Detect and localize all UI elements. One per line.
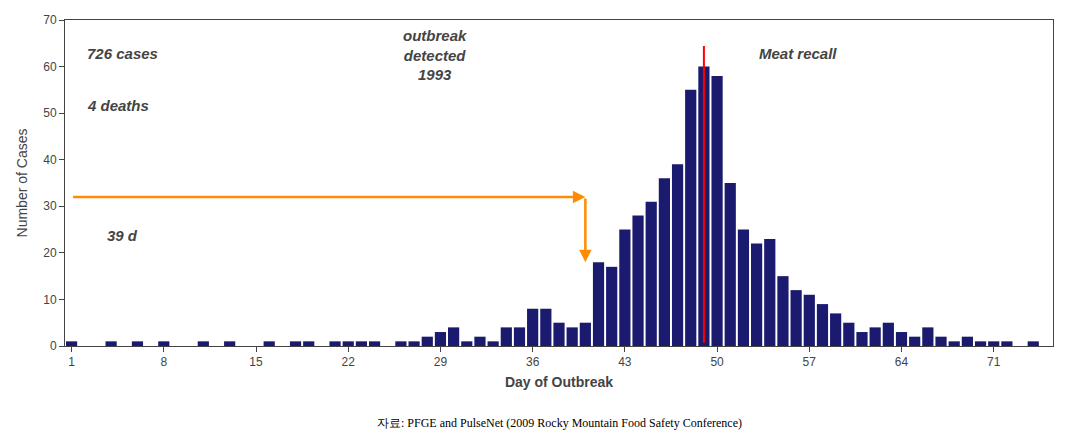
svg-text:43: 43 xyxy=(618,355,632,369)
svg-text:726 cases: 726 cases xyxy=(87,45,158,62)
svg-text:39 d: 39 d xyxy=(107,227,138,244)
svg-text:30: 30 xyxy=(43,199,57,213)
svg-text:71: 71 xyxy=(987,355,1001,369)
svg-text:29: 29 xyxy=(434,355,448,369)
svg-text:50: 50 xyxy=(43,106,57,120)
svg-text:60: 60 xyxy=(43,60,57,74)
svg-text:Number of Cases: Number of Cases xyxy=(14,129,30,238)
svg-text:0: 0 xyxy=(50,339,57,353)
svg-text:50: 50 xyxy=(710,355,724,369)
svg-text:8: 8 xyxy=(160,355,167,369)
svg-text:40: 40 xyxy=(43,153,57,167)
svg-text:Meat recall: Meat recall xyxy=(759,45,837,62)
svg-text:36: 36 xyxy=(526,355,540,369)
svg-text:Day of Outbreak: Day of Outbreak xyxy=(505,374,613,390)
svg-text:4 deaths: 4 deaths xyxy=(87,97,149,114)
svg-text:1: 1 xyxy=(68,355,75,369)
svg-text:outbreakdetected1993: outbreakdetected1993 xyxy=(403,27,467,83)
svg-text:20: 20 xyxy=(43,246,57,260)
svg-text:15: 15 xyxy=(249,355,263,369)
svg-text:57: 57 xyxy=(803,355,817,369)
svg-text:64: 64 xyxy=(895,355,909,369)
svg-text:70: 70 xyxy=(43,13,57,27)
svg-text:22: 22 xyxy=(342,355,356,369)
svg-text:10: 10 xyxy=(43,293,57,307)
svg-text:자료: PFGE and PulseNet (2009 Ro: 자료: PFGE and PulseNet (2009 Rocky Mounta… xyxy=(377,416,742,430)
